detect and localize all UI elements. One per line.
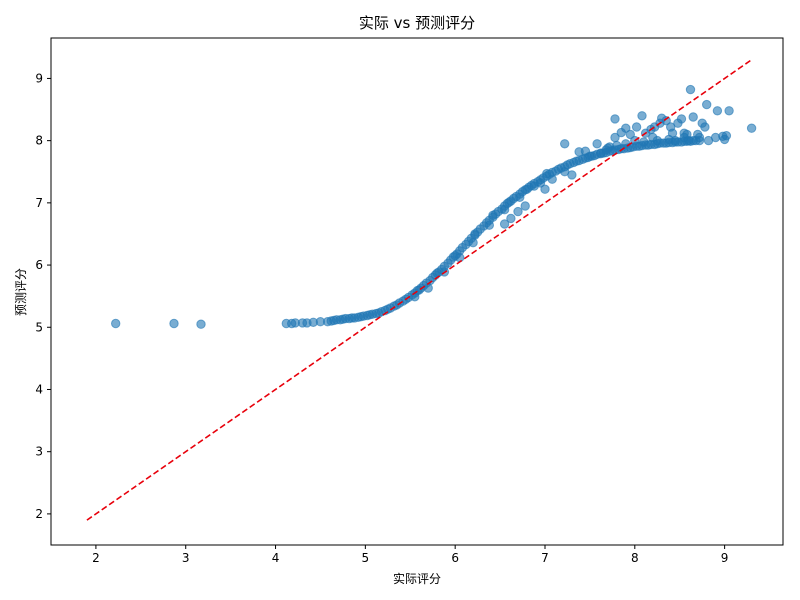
data-point <box>637 111 647 121</box>
x-tick-label: 4 <box>272 551 280 565</box>
data-point <box>484 220 494 230</box>
data-point <box>515 192 525 203</box>
data-point <box>111 318 121 329</box>
data-point <box>676 114 687 124</box>
data-point <box>547 174 557 184</box>
y-tick-label: 6 <box>35 258 43 272</box>
data-point <box>621 123 631 133</box>
data-point <box>470 229 480 239</box>
y-tick-label: 5 <box>35 320 43 334</box>
data-point <box>648 132 658 143</box>
data-point <box>592 139 602 149</box>
data-point <box>504 197 514 207</box>
y-tick-label: 3 <box>35 445 43 459</box>
data-point <box>520 201 530 211</box>
data-point <box>468 238 478 248</box>
data-point <box>610 114 620 124</box>
data-point <box>625 129 635 140</box>
data-point <box>488 210 498 221</box>
data-point <box>621 139 631 149</box>
data-point <box>724 106 734 116</box>
data-point <box>684 135 694 146</box>
y-tick-label: 2 <box>35 507 43 521</box>
y-axis-ticks: 2 3 4 5 6 7 8 9 <box>35 71 51 521</box>
data-point <box>585 151 595 161</box>
x-tick-label: 3 <box>182 551 190 565</box>
data-point <box>423 283 433 293</box>
x-tick-label: 5 <box>362 551 370 565</box>
data-point <box>664 134 674 145</box>
data-point <box>661 116 671 126</box>
data-point <box>712 106 723 116</box>
x-tick-label: 8 <box>631 551 639 565</box>
data-point <box>499 219 510 229</box>
data-point <box>746 123 757 133</box>
data-point <box>196 319 206 329</box>
data-point <box>688 112 698 122</box>
x-tick-label: 7 <box>541 551 549 565</box>
data-point <box>499 205 510 215</box>
data-point <box>631 122 642 132</box>
y-tick-label: 8 <box>35 134 43 148</box>
data-point <box>540 184 550 194</box>
x-tick-label: 2 <box>92 551 100 565</box>
plot-frame <box>50 37 784 546</box>
data-point <box>432 268 442 278</box>
data-point <box>506 213 516 224</box>
data-point <box>513 206 523 217</box>
data-point <box>450 251 460 261</box>
data-point <box>639 137 649 147</box>
data-point <box>721 131 732 141</box>
data-point <box>694 132 705 143</box>
y-axis-label: 预测评分 <box>14 268 28 316</box>
x-axis-label: 实际评分 <box>393 571 441 586</box>
data-point <box>542 168 552 179</box>
x-tick-label: 6 <box>451 551 459 565</box>
data-point <box>522 184 532 194</box>
data-point <box>700 122 710 132</box>
data-point <box>567 170 577 180</box>
data-point <box>560 139 570 149</box>
data-point <box>702 99 712 110</box>
points-layer <box>111 84 757 329</box>
data-point <box>612 140 622 151</box>
x-axis-ticks: 2 3 4 5 6 7 8 9 <box>92 545 728 565</box>
y-tick-label: 7 <box>35 196 43 210</box>
x-tick-label: 9 <box>721 551 729 565</box>
data-point <box>685 84 696 95</box>
chart-title: 实际 vs 预测评分 <box>359 14 475 32</box>
y-tick-label: 4 <box>35 382 43 396</box>
data-point <box>535 178 546 188</box>
y-tick-label: 9 <box>35 71 43 85</box>
data-point <box>169 318 179 329</box>
data-point <box>603 143 613 153</box>
